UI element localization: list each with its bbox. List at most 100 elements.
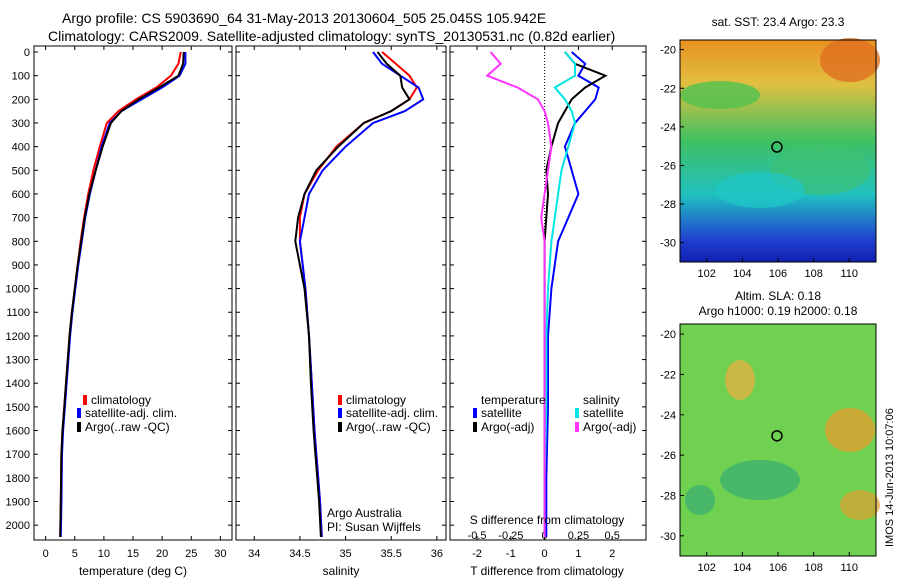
map-x-tick-label: 110 xyxy=(840,562,858,574)
map-x-tick-label: 104 xyxy=(733,268,751,280)
sla-low-patch xyxy=(685,485,715,515)
x-tick-label: 34 xyxy=(248,548,260,560)
map-y-tick-label: -22 xyxy=(660,83,676,95)
salinity-legend: climatology satellite-adj. clim. Argo(..… xyxy=(327,393,438,534)
depth-tick-label: 900 xyxy=(12,260,30,272)
map-y-tick-label: -26 xyxy=(660,450,676,462)
temperature-panel-frame xyxy=(33,45,233,541)
map-y-tick-label: -24 xyxy=(660,410,676,422)
s-diff-tick-label: 0.25 xyxy=(568,530,589,542)
legend-label: climatology xyxy=(91,393,151,407)
legend-label: Argo(..raw -QC) xyxy=(85,420,170,434)
sst-map-axes: 102 104 106 108 110 -20 -22 -24 -26 -28 -30 xyxy=(660,45,858,280)
salinity-panel-frame xyxy=(235,45,447,541)
map-y-tick-label: -28 xyxy=(660,490,676,502)
legend-label: Argo(..raw -QC) xyxy=(346,420,431,434)
map-y-tick-label: -20 xyxy=(660,45,676,57)
depth-axis: 0 100 200 300 400 500 600 700 800 900 1000 1100 1200… xyxy=(6,47,646,532)
sst-warm-patch xyxy=(820,38,880,82)
difference-legend: temperature salinity satellite Argo(-adj… xyxy=(473,393,636,434)
x-tick-label: 0 xyxy=(43,548,49,560)
s-diff-tick-label: 0.5 xyxy=(605,530,620,542)
sst-cyan-patch xyxy=(715,172,805,208)
legend-title-temperature: temperature xyxy=(481,393,546,407)
depth-tick-label: 1900 xyxy=(6,497,30,509)
sla-map-title-line2: Argo h1000: 0.19 h2000: 0.18 xyxy=(699,304,858,318)
map-x-tick-label: 108 xyxy=(804,562,822,574)
legend-swatch-t-argo xyxy=(473,422,477,432)
legend-swatch-climatology xyxy=(83,395,87,405)
sla-high-patch xyxy=(825,408,875,452)
legend-title-salinity: salinity xyxy=(583,393,620,407)
depth-tick-label: 1300 xyxy=(6,355,30,367)
temperature-x-axis: 0 5 10 15 20 25 30 xyxy=(43,46,226,560)
sla-high-patch xyxy=(725,360,755,400)
depth-tick-label: 1800 xyxy=(6,473,30,485)
difference-x-axis: -2 -1 0 1 2-0.5 -0.25 0 0.25 0.5 xyxy=(468,46,620,560)
depth-tick-label: 2000 xyxy=(6,520,30,532)
annotation-argo-australia: Argo Australia xyxy=(327,506,402,520)
series-line-argo---raw--qc- xyxy=(59,51,185,538)
depth-tick-label: 1200 xyxy=(6,331,30,343)
x-tick-label: 34.5 xyxy=(289,548,310,560)
map-x-tick-label: 106 xyxy=(769,268,787,280)
imos-timestamp-label: IMOS 14-Jun-2013 10:07:06 xyxy=(884,408,896,547)
annotation-pi: PI: Susan Wijffels xyxy=(327,520,421,534)
x-tick-label: 15 xyxy=(127,548,139,560)
s-diff-tick-label: -0.25 xyxy=(498,530,523,542)
difference-series xyxy=(485,51,608,537)
map-y-tick-label: -24 xyxy=(660,122,676,134)
map-x-tick-label: 106 xyxy=(769,562,787,574)
legend-swatch-climatology xyxy=(338,395,342,405)
legend-label: satellite-adj. clim. xyxy=(85,406,177,420)
depth-tick-label: 0 xyxy=(24,47,30,59)
x-tick-label: 2 xyxy=(609,548,615,560)
legend-swatch-argo xyxy=(77,422,81,432)
legend-swatch-argo xyxy=(338,422,342,432)
map-x-tick-label: 102 xyxy=(698,562,716,574)
legend-label: climatology xyxy=(346,393,406,407)
depth-tick-label: 700 xyxy=(12,213,30,225)
depth-tick-label: 300 xyxy=(12,118,30,130)
sla-map-title-line1: Altim. SLA: 0.18 xyxy=(735,289,821,303)
map-y-tick-label: -28 xyxy=(660,199,676,211)
depth-tick-label: 400 xyxy=(12,142,30,154)
sla-low-patch xyxy=(720,460,800,500)
legend-swatch-satellite xyxy=(338,408,342,418)
map-x-tick-label: 102 xyxy=(698,268,716,280)
series-line-satellite xyxy=(545,51,600,537)
series-line-satellite xyxy=(543,51,577,537)
x-tick-label: -2 xyxy=(472,548,482,560)
chart-title-line2: Climatology: CARS2009. Satellite-adjuste… xyxy=(48,28,616,44)
depth-tick-label: 600 xyxy=(12,189,30,201)
depth-tick-label: 100 xyxy=(12,71,30,83)
salinity-series xyxy=(294,51,425,538)
series-line-satellite-adj--clim- xyxy=(59,52,187,538)
t-difference-axis-label: T difference from climatology xyxy=(470,564,624,578)
sst-map xyxy=(679,38,880,263)
map-x-tick-label: 108 xyxy=(804,268,822,280)
x-tick-label: 25 xyxy=(185,548,197,560)
series-line-climatology xyxy=(59,51,182,538)
salinity-x-axis: 34 34.5 35 35.5 36 xyxy=(248,46,443,560)
depth-tick-label: 1500 xyxy=(6,402,30,414)
depth-tick-label: 1100 xyxy=(6,307,30,319)
depth-tick-label: 1400 xyxy=(6,378,30,390)
legend-label: satellite-adj. clim. xyxy=(346,406,438,420)
map-x-tick-label: 110 xyxy=(840,268,858,280)
depth-tick-label: 200 xyxy=(12,94,30,106)
x-tick-label: 10 xyxy=(98,548,110,560)
temperature-legend: climatology satellite-adj. clim. Argo(..… xyxy=(77,393,177,434)
argo-position-marker xyxy=(771,141,783,153)
map-y-tick-label: -22 xyxy=(660,369,676,381)
x-tick-label: 30 xyxy=(214,548,226,560)
depth-tick-label: 500 xyxy=(12,165,30,177)
sla-map-axes: 102 104 106 108 110 -20 -22 -24 -26 -28 -30 xyxy=(660,329,858,574)
legend-swatch-t-satellite xyxy=(473,408,477,418)
sla-high-patch xyxy=(840,490,880,520)
salinity-axis-label: salinity xyxy=(323,564,360,578)
s-difference-axis-label: S difference from climatology xyxy=(470,513,625,527)
map-y-tick-label: -30 xyxy=(660,238,676,250)
depth-tick-label: 1700 xyxy=(6,449,30,461)
